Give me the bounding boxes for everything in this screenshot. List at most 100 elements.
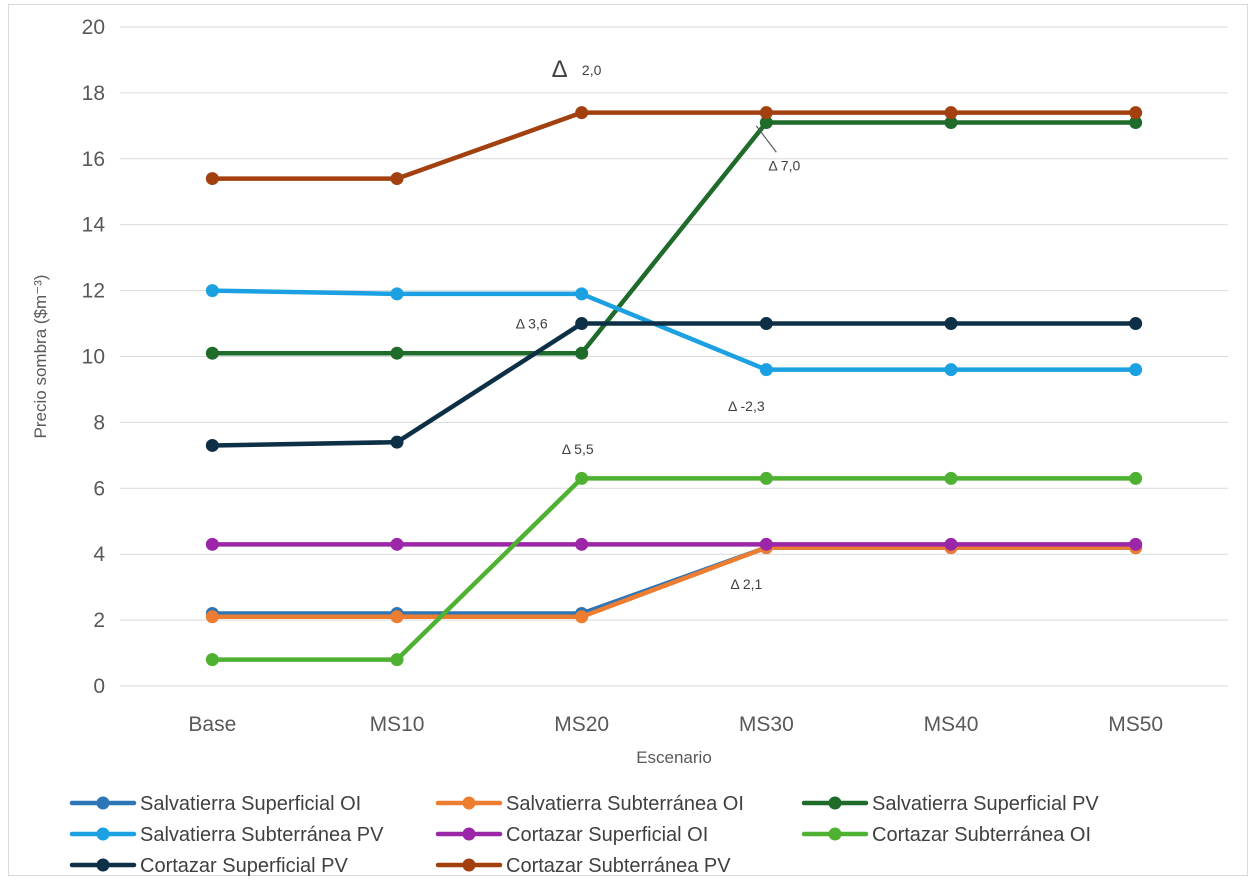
legend-item: Salvatierra Superficial PV <box>801 793 1099 815</box>
legend-item: Cortazar Subterránea PV <box>435 855 731 877</box>
legend-label: Cortazar Subterránea PV <box>506 855 731 877</box>
series-line <box>210 476 1138 662</box>
delta-symbol: Δ <box>552 56 568 83</box>
x-tick-label: MS10 <box>370 713 425 736</box>
data-point <box>1129 363 1143 377</box>
annotations: Δ 2,0 Δ 7,0 Δ 3,6 Δ -2,3 Δ 5,5 Δ 2,1 <box>516 56 801 592</box>
series-line <box>210 321 1138 448</box>
data-point <box>575 287 589 301</box>
data-point <box>944 471 958 485</box>
data-point <box>944 363 958 377</box>
legend-label: Salvatierra Subterránea PV <box>140 824 384 846</box>
data-point <box>205 284 219 298</box>
legend-swatch-marker <box>462 827 476 841</box>
legend-label: Cortazar Subterránea OI <box>872 824 1091 846</box>
data-point <box>759 106 773 120</box>
x-tick-label: MS40 <box>924 713 979 736</box>
data-point <box>1129 537 1143 551</box>
data-point <box>205 172 219 186</box>
data-point <box>944 106 958 120</box>
series <box>205 537 1143 551</box>
data-point <box>575 471 589 485</box>
y-tick-label: 16 <box>82 148 105 171</box>
data-point <box>390 653 404 667</box>
legend-label: Salvatierra Superficial OI <box>140 793 361 815</box>
data-point <box>205 537 219 551</box>
annotation-label: Δ 3,6 <box>516 316 548 332</box>
data-point <box>759 363 773 377</box>
data-point <box>1129 471 1143 485</box>
data-point <box>759 116 773 130</box>
y-tick-label: 12 <box>82 280 105 303</box>
y-tick-label: 2 <box>93 609 105 632</box>
data-point <box>944 317 958 331</box>
data-point <box>390 287 404 301</box>
y-tick-label: 8 <box>93 411 105 434</box>
y-tick-label: 20 <box>82 16 105 39</box>
x-axis-title: Escenario <box>636 748 712 767</box>
data-point <box>390 172 404 186</box>
data-point <box>390 346 404 360</box>
legend-item: Cortazar Superficial PV <box>69 855 349 877</box>
series-line <box>210 120 1138 356</box>
annotation-label: Δ 7,0 <box>768 157 800 173</box>
data-point <box>944 116 958 130</box>
series <box>205 116 1143 360</box>
legend-label: Salvatierra Superficial PV <box>872 793 1099 815</box>
data-point <box>759 537 773 551</box>
legend-swatch-marker <box>462 858 476 872</box>
data-point <box>1129 106 1143 120</box>
series-line <box>210 288 1138 372</box>
data-point <box>390 435 404 449</box>
data-point <box>759 317 773 331</box>
y-tick-label: 6 <box>93 477 105 500</box>
legend-swatch-marker <box>96 827 110 841</box>
annotation-label: Δ 5,5 <box>562 441 594 457</box>
legend: Salvatierra Superficial OI Salvatierra Su… <box>69 793 1099 877</box>
series <box>205 106 1143 186</box>
annotation-label: Δ 2,1 <box>730 576 762 592</box>
series <box>205 317 1143 452</box>
series <box>205 284 1143 377</box>
annotation-label: Δ -2,3 <box>728 398 765 414</box>
series <box>205 541 1143 624</box>
legend-item: Cortazar Subterránea OI <box>801 824 1091 846</box>
y-axis-tick-labels: 0 2 4 6 8 10 12 14 16 18 20 <box>82 16 106 698</box>
annotation-label: 2,0 <box>582 62 602 78</box>
legend-item: Salvatierra Subterránea OI <box>435 793 744 815</box>
y-axis-title: Precio sombra ($m⁻³) <box>31 275 50 439</box>
legend-swatch-marker <box>828 827 842 841</box>
data-point <box>575 537 589 551</box>
data-point <box>575 346 589 360</box>
x-tick-label: MS20 <box>554 713 609 736</box>
y-tick-label: 14 <box>82 214 106 237</box>
legend-item: Salvatierra Superficial OI <box>69 793 361 815</box>
legend-label: Cortazar Superficial PV <box>140 855 349 877</box>
x-axis-tick-labels: Base MS10 MS20 MS30 MS40 MS50 <box>188 713 1163 736</box>
legend-swatch-marker <box>828 796 842 810</box>
y-tick-label: 10 <box>82 346 105 369</box>
x-tick-label: MS30 <box>739 713 794 736</box>
data-point <box>390 537 404 551</box>
legend-label: Salvatierra Subterránea OI <box>506 793 744 815</box>
series <box>205 471 1143 667</box>
series-lines <box>205 106 1143 667</box>
data-point <box>205 346 219 360</box>
y-tick-label: 18 <box>82 82 105 105</box>
data-point <box>390 610 404 624</box>
series-line <box>210 110 1138 181</box>
legend-swatch-marker <box>96 858 110 872</box>
series-line <box>210 545 1138 620</box>
x-tick-label: Base <box>188 713 236 736</box>
data-point <box>944 537 958 551</box>
y-tick-label: 4 <box>93 543 105 566</box>
data-point <box>575 317 589 331</box>
data-point <box>205 653 219 667</box>
legend-item: Cortazar Superficial OI <box>435 824 708 846</box>
legend-label: Cortazar Superficial OI <box>506 824 708 846</box>
data-point <box>759 471 773 485</box>
legend-swatch-marker <box>96 796 110 810</box>
data-point <box>575 106 589 120</box>
legend-swatch-marker <box>462 796 476 810</box>
